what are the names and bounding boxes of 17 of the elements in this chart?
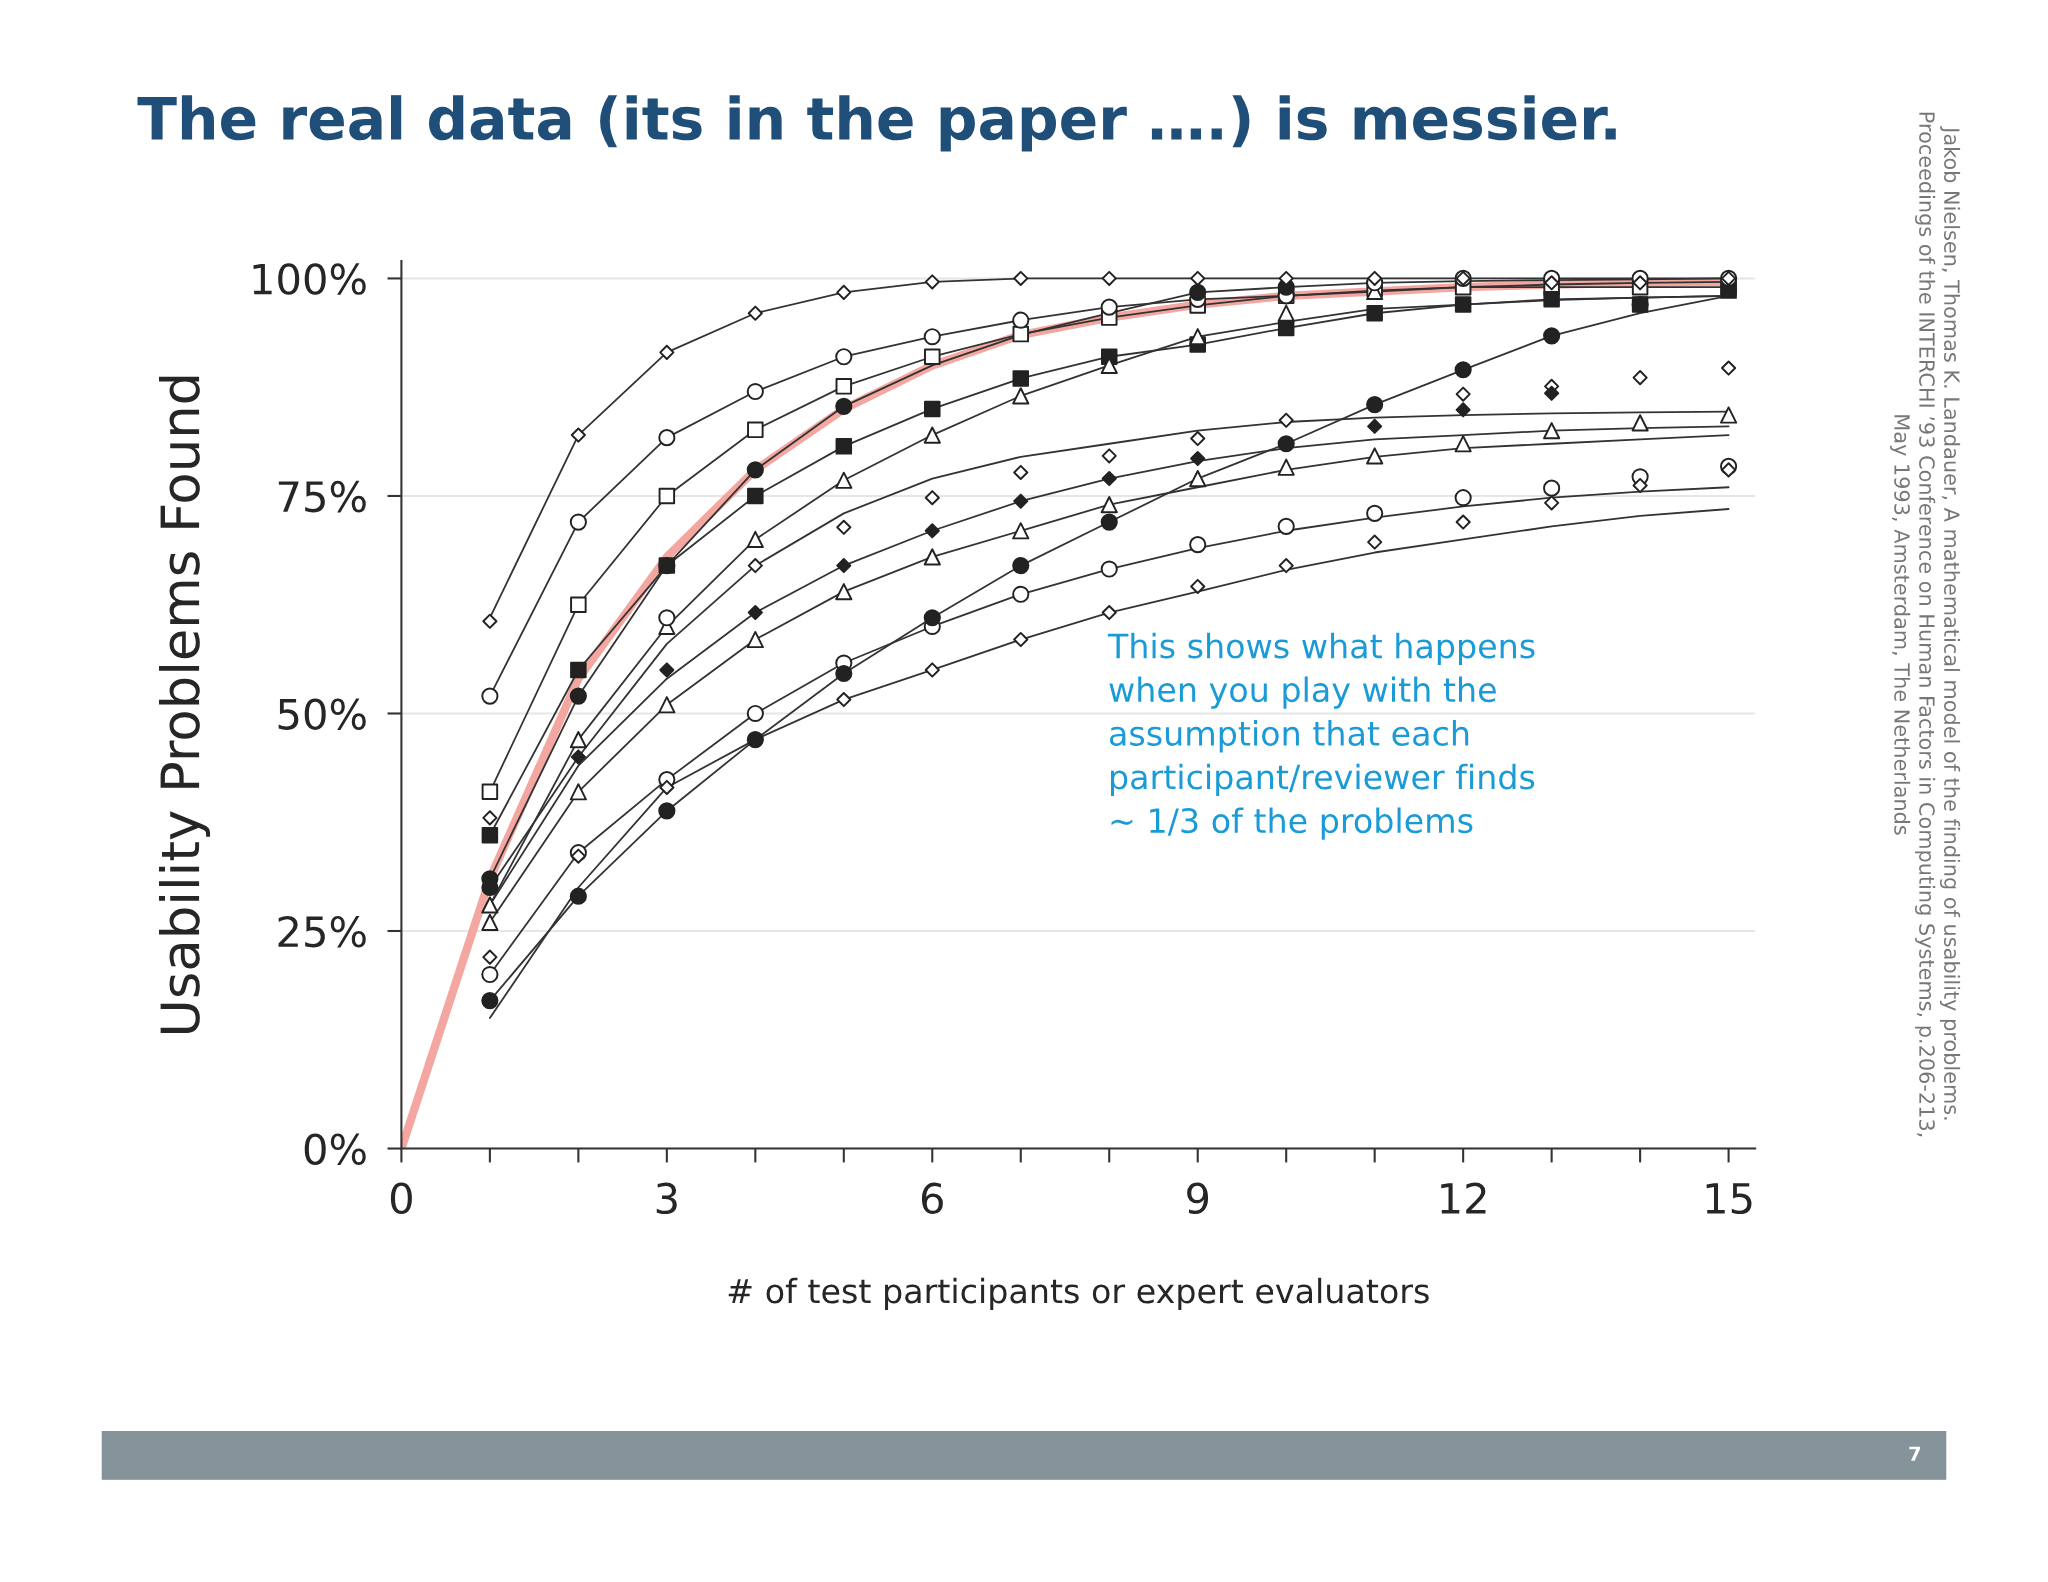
annotation: This shows what happens when you play with the assumption that each participant/reviewer finds ~ 1/3 of the problems — [1107, 632, 1535, 840]
x-axis-title: # of test participants or expert evaluators — [728, 1277, 1429, 1311]
text: Jakob Nielsen, Thomas K. Landauer, A mathematical model of the finding of usability problems. Proceedings of the INTERCHI ’93 Conference on Human Factors in Computing Systems, p.206-213, May 1993, Amsterdam, The Netherlands — [1890, 112, 1961, 1137]
x-tick-label: 0 — [390, 1182, 412, 1215]
y-tick-label: 100% — [253, 263, 366, 295]
x-tick-label: 9 — [1187, 1182, 1209, 1215]
x-tick-label: 15 — [1706, 1183, 1752, 1215]
y-tick-label: 25% — [278, 915, 366, 948]
y-tick-label: 0% — [304, 1133, 366, 1165]
y-tick-label: 50% — [278, 698, 366, 730]
y-tick-label: 75% — [278, 480, 366, 513]
x-tick-label: 12 — [1441, 1182, 1486, 1214]
chart-title: The real data (its in the paper ….) is messier. — [137, 95, 1616, 152]
text: 7 — [1909, 1446, 1921, 1461]
x-tick-label: 6 — [921, 1182, 943, 1215]
y-axis-title: Usability Problems Found — [158, 376, 211, 1034]
x-tick-label: 3 — [656, 1182, 677, 1215]
